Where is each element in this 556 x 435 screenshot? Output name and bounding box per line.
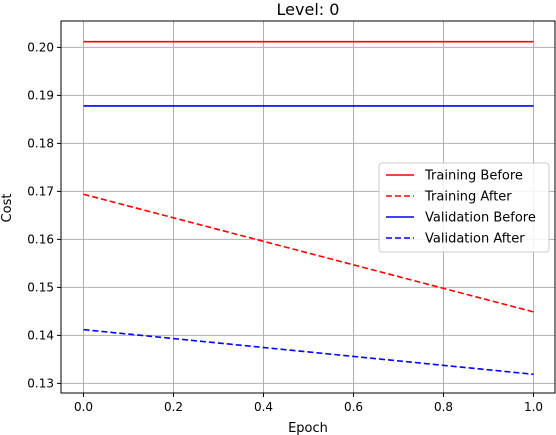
series-lines	[83, 40, 534, 376]
legend-box	[378, 162, 550, 253]
y-tick-label: 0.15	[27, 280, 54, 294]
legend-label: Validation After	[425, 232, 525, 247]
x-tick-label: 0.2	[164, 400, 183, 414]
chart-title: Level: 0	[277, 0, 340, 19]
y-tick-label: 0.19	[27, 88, 54, 102]
x-tick-label: 1.0	[524, 400, 543, 414]
x-tick-label: 0.0	[74, 400, 93, 414]
legend-label: Training After	[424, 190, 512, 205]
y-tick-label: 0.17	[27, 184, 54, 198]
y-axis-ticks: 0.13 0.14 0.15 0.16 0.17 0.18 0.19 0.20	[27, 40, 61, 390]
legend-label: Validation Before	[425, 211, 536, 226]
y-axis-label: Cost	[0, 194, 15, 223]
series-line-training-after	[83, 193, 534, 313]
y-tick-label: 0.20	[27, 40, 54, 54]
legend-label: Training Before	[424, 169, 523, 184]
x-tick-label: 0.6	[344, 400, 363, 414]
x-axis-ticks: 0.0 0.2 0.4 0.6 0.8 1.0	[74, 393, 543, 414]
y-tick-label: 0.18	[27, 136, 54, 150]
y-tick-label: 0.14	[27, 328, 54, 342]
y-tick-label: 0.16	[27, 232, 54, 246]
y-tick-label: 0.13	[27, 376, 54, 390]
legend: Training Before Training After Validation …	[378, 162, 550, 253]
x-axis-label: Epoch	[288, 421, 328, 435]
series-line-validation-after	[83, 328, 534, 376]
x-tick-label: 0.4	[254, 400, 273, 414]
x-tick-label: 0.8	[434, 400, 453, 414]
plot-frame	[60, 20, 556, 394]
